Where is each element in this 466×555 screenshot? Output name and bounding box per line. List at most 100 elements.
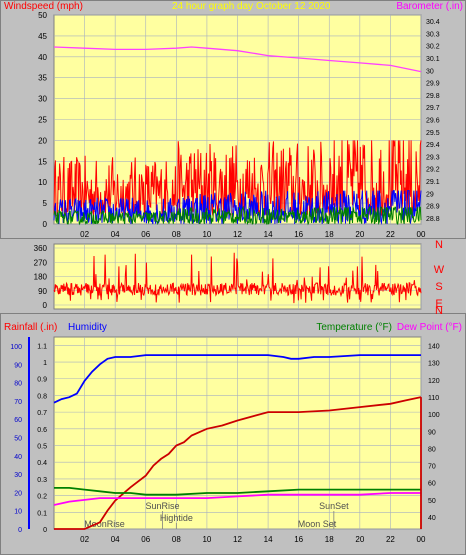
tick-label: 30.4 — [426, 19, 440, 26]
tick-label: 0.4 — [37, 460, 47, 467]
tick-label: 29.6 — [426, 118, 440, 125]
tick-label: 10 — [14, 509, 22, 516]
direction-axis: 360 270 180 90 0 — [34, 244, 48, 310]
tick-label: 30 — [426, 68, 434, 75]
series-line — [54, 396, 422, 530]
tick-label: 80 — [428, 446, 436, 453]
tick-label: 50 — [38, 11, 47, 20]
temperature-label: Temperature (°F) — [316, 322, 392, 333]
climate-series — [53, 354, 422, 530]
tick-label: 29.7 — [426, 105, 440, 112]
tick-label: 5 — [43, 199, 48, 208]
tick-label: 40 — [14, 454, 22, 461]
tick-label: 0 — [18, 527, 22, 534]
tick-label: 14 — [264, 230, 273, 239]
tick-label: 02 — [80, 230, 89, 239]
climate-time-axis: 02 04 06 08 10 12 14 16 18 20 22 00 — [80, 535, 426, 544]
compass-label: E — [435, 298, 442, 310]
barometer-line — [53, 46, 422, 73]
tick-label: 00 — [417, 230, 426, 239]
tick-label: 25 — [38, 116, 47, 125]
tick-label: 29.3 — [426, 154, 440, 161]
rainfall-label: Rainfall (.in) — [4, 322, 57, 333]
wind-gust-line — [53, 140, 422, 217]
tick-label: 14 — [264, 535, 273, 544]
tick-label: 29.4 — [426, 142, 440, 149]
tick-label: 04 — [111, 230, 120, 239]
tick-label: 15 — [38, 157, 47, 166]
tick-label: 18 — [325, 230, 334, 239]
tick-label: 16 — [294, 535, 303, 544]
wind-grid — [54, 14, 422, 225]
barometer-axis: 30.4 30.3 30.2 30.1 30 29.9 29.8 29.7 29.6 29.5 29… — [426, 19, 440, 223]
tick-label: 0 — [43, 527, 47, 534]
event-label: MoonRise — [84, 519, 125, 529]
tick-label: 02 — [80, 535, 89, 544]
compass-label: N — [435, 305, 443, 317]
tick-label: 70 — [14, 399, 22, 406]
tick-label: 40 — [428, 515, 436, 522]
tick-label: 60 — [428, 481, 436, 488]
tick-label: 10 — [202, 535, 211, 544]
wind-series — [53, 140, 422, 226]
series-line — [54, 486, 421, 496]
rainfall-axis: 1.1 1 0.9 0.8 0.7 0.6 0.5 0.4 0.3 0.2 0.1 0 — [28, 337, 47, 534]
tick-label: 29.5 — [426, 130, 440, 137]
direction-line — [53, 252, 422, 304]
tick-label: 0.8 — [37, 393, 47, 400]
tick-label: 130 — [428, 361, 440, 368]
compass-label: S — [435, 281, 442, 293]
tick-label: 80 — [14, 381, 22, 388]
tick-label: 28.9 — [426, 204, 440, 211]
tick-label: 45 — [38, 32, 47, 41]
humidity-label: Humidity — [68, 322, 107, 333]
tick-label: 06 — [141, 230, 150, 239]
tick-label: 20 — [355, 535, 364, 544]
tick-label: 29 — [426, 191, 434, 198]
temperature-axis: 140 130 120 110 100 90 80 70 60 50 40 — [428, 344, 440, 522]
tick-label: 10 — [202, 230, 211, 239]
tick-label: 30.1 — [426, 56, 440, 63]
tick-label: 40 — [38, 53, 47, 62]
tick-label: 29.2 — [426, 167, 440, 174]
tick-label: 30 — [38, 95, 47, 104]
graph-title: 24 hour graph day October 12 2020 — [172, 1, 331, 12]
wind-time-axis: 02 04 06 08 10 12 14 16 18 20 22 00 — [80, 230, 426, 239]
tick-label: 04 — [111, 535, 120, 544]
tick-label: 29.1 — [426, 179, 440, 186]
tick-label: 30.3 — [426, 31, 440, 38]
tick-label: 90 — [428, 429, 436, 436]
tick-label: 50 — [14, 436, 22, 443]
event-markers: MoonRise SunRise Hightide SunSet Moon Set — [84, 501, 349, 529]
tick-label: 06 — [141, 535, 150, 544]
tick-label: 360 — [34, 244, 48, 253]
tick-label: 0.9 — [37, 377, 47, 384]
tick-label: 180 — [34, 273, 48, 282]
tick-label: 08 — [172, 230, 181, 239]
wind-low-line — [53, 205, 422, 226]
series-line — [53, 354, 421, 404]
tick-label: 22 — [386, 230, 395, 239]
tick-label: 270 — [34, 258, 48, 267]
tick-label: 12 — [233, 230, 242, 239]
event-label: SunSet — [319, 501, 349, 511]
tick-label: 18 — [325, 535, 334, 544]
tick-label: 70 — [428, 464, 436, 471]
event-label: Hightide — [160, 513, 193, 523]
tick-label: 29.9 — [426, 81, 440, 88]
barometer-series — [53, 46, 422, 73]
tick-label: 140 — [428, 344, 440, 351]
tick-label: 60 — [14, 417, 22, 424]
dewpoint-label: Dew Point (°F) — [397, 322, 462, 333]
tick-label: 10 — [38, 178, 47, 187]
series-line — [53, 492, 421, 506]
event-label: Moon Set — [298, 519, 337, 529]
tick-label: 0.7 — [37, 410, 47, 417]
tick-label: 20 — [355, 230, 364, 239]
compass-label: N — [435, 239, 443, 251]
direction-series — [53, 252, 422, 304]
tick-label: 08 — [172, 535, 181, 544]
